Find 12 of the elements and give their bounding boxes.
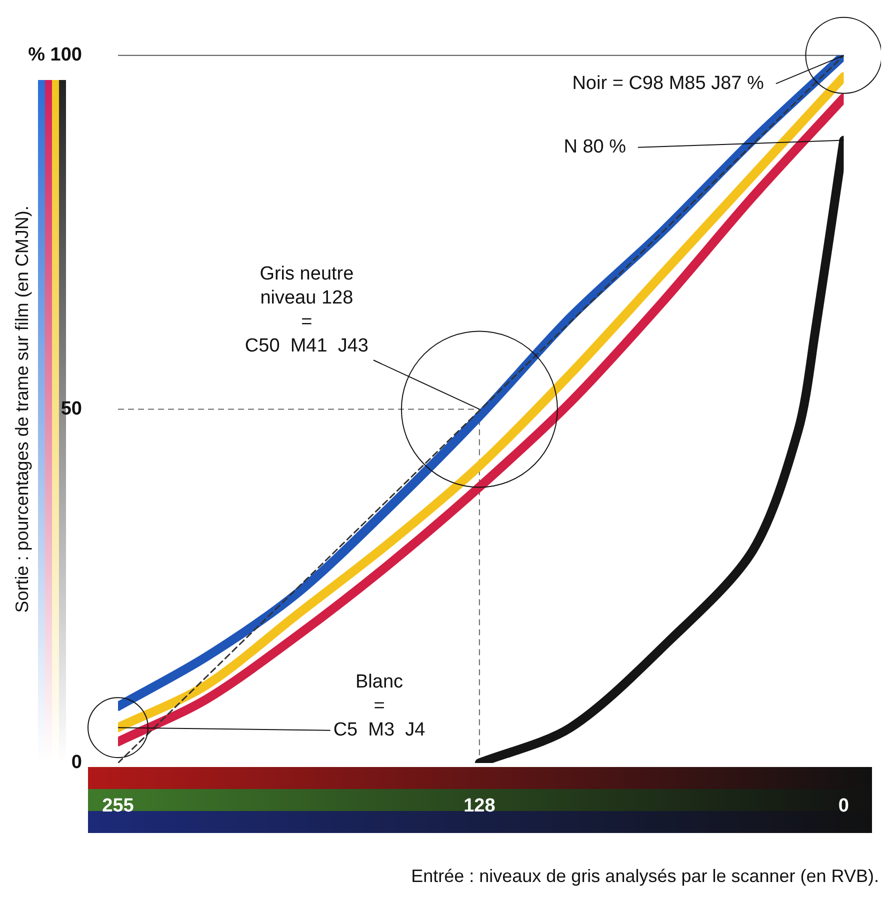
annotation: N 80 % — [564, 136, 626, 158]
annotation: Blanc = C5 M3 J4 — [333, 672, 426, 741]
annotation: Gris neutre niveau 128 = C50 M41 J43 — [244, 263, 368, 356]
y-tick-label: 50 — [60, 398, 82, 420]
annotation: Noir = C98 M85 J87 % — [572, 72, 764, 94]
x-tick-label: 255 — [102, 796, 134, 817]
x-tick-label: 0 — [838, 796, 850, 817]
y-tick-label: 0 — [71, 752, 82, 774]
y-tick-label: % 100 — [28, 44, 82, 66]
y-axis-title: Sortie : pourcentages de trame sur film (en CMJN). — [12, 206, 32, 613]
x-axis-title: Entrée : niveaux de gris analysés par le scanner (en RVB). — [411, 866, 879, 887]
x-tick-label: 128 — [464, 796, 496, 817]
